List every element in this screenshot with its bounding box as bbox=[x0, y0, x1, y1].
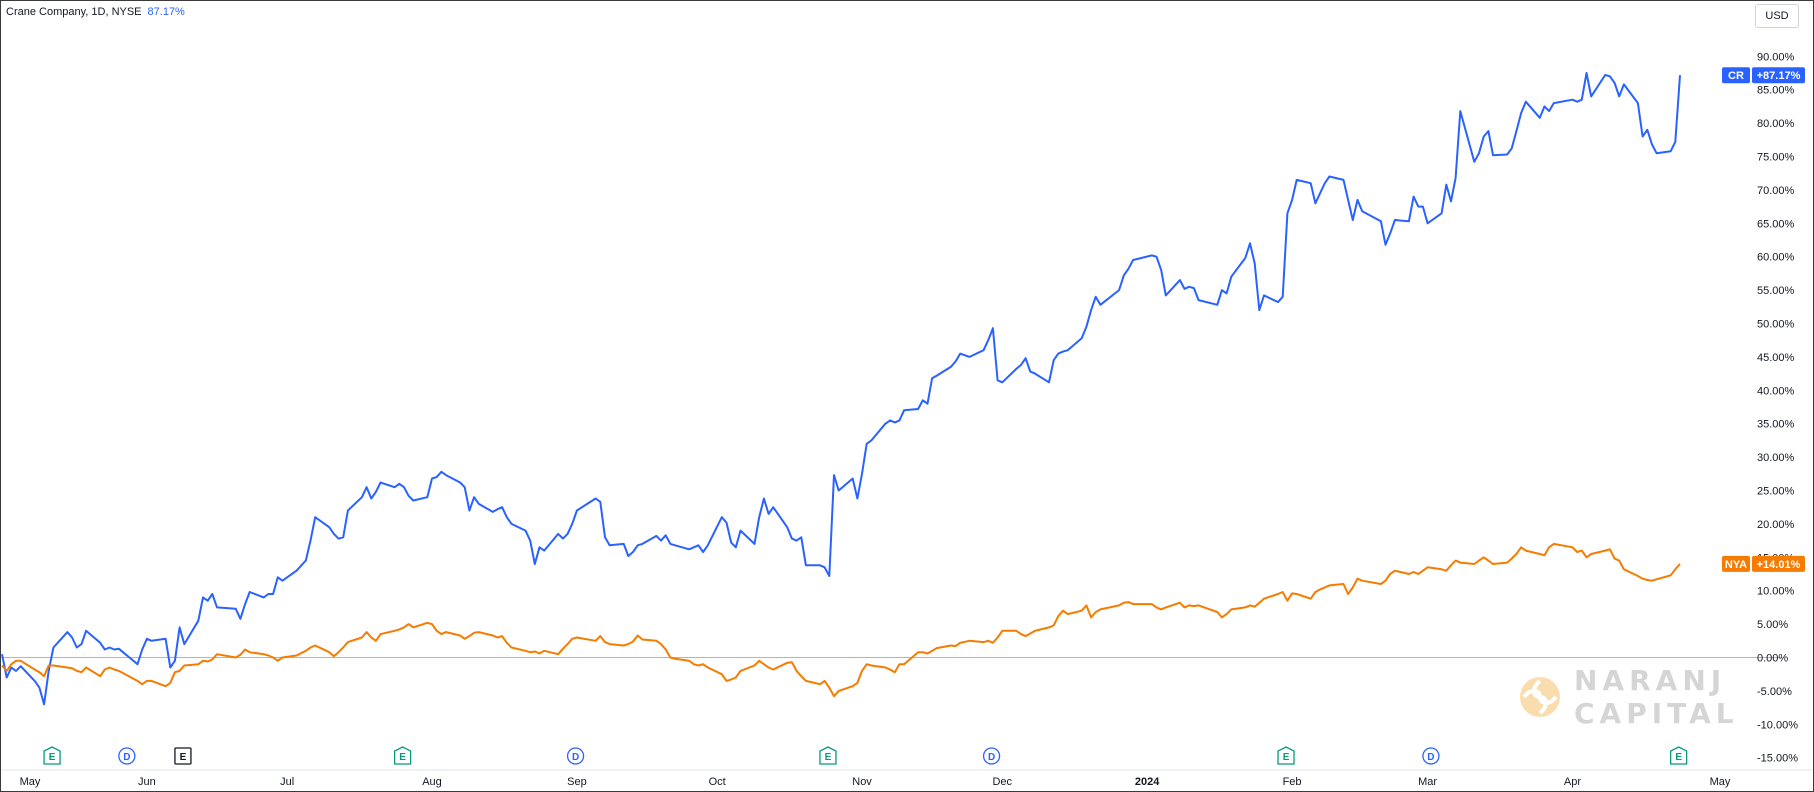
event-marker-label: E bbox=[49, 752, 56, 763]
x-tick-label: Nov bbox=[852, 776, 872, 788]
y-tick-label: 30.00% bbox=[1757, 452, 1795, 464]
event-marker-earnings[interactable]: E bbox=[1277, 746, 1295, 765]
last-value-tags: CR +87.17% NYA +14.01% bbox=[1722, 67, 1805, 572]
event-marker-label: D bbox=[988, 752, 995, 763]
event-marker-dividend[interactable]: D bbox=[1422, 747, 1440, 765]
time-scale[interactable]: May Jun Jul Aug Sep Oct Nov Dec 2024 Feb Mar Apr May bbox=[1, 769, 1812, 788]
watermark-line-1: NARANJ bbox=[1574, 664, 1727, 697]
symbol-change: 87.17% bbox=[147, 6, 185, 18]
y-tick-label: 70.00% bbox=[1757, 185, 1795, 197]
x-tick-label: Mar bbox=[1418, 776, 1437, 788]
event-marker-label: D bbox=[123, 752, 130, 763]
x-tick-label: 2024 bbox=[1135, 776, 1160, 788]
event-marker-earnings[interactable]: E bbox=[1670, 746, 1688, 765]
y-tick-label: 80.00% bbox=[1757, 118, 1795, 130]
y-tick-label: 35.00% bbox=[1757, 419, 1795, 431]
x-tick-label: Apr bbox=[1564, 776, 1581, 788]
y-tick-label: 20.00% bbox=[1757, 519, 1795, 531]
y-tick-label: 90.00% bbox=[1757, 51, 1795, 63]
y-tick-label: 60.00% bbox=[1757, 252, 1795, 264]
symbol-legend[interactable]: Crane Company, 1D, NYSE 87.17% bbox=[6, 6, 185, 18]
last-value-tag-nya: NYA +14.01% bbox=[1722, 555, 1805, 572]
price-scale[interactable]: 90.00% 85.00% 80.00% 75.00% 70.00% 65.00% 60.0… bbox=[1757, 51, 1798, 764]
x-tick-label: May bbox=[20, 776, 41, 788]
event-marker-label: E bbox=[1283, 752, 1290, 763]
series-name-tag: CR bbox=[1728, 70, 1744, 82]
y-tick-label: 65.00% bbox=[1757, 218, 1795, 230]
event-marker-label: D bbox=[572, 752, 579, 763]
last-value-tag-cr: CR +87.17% bbox=[1722, 67, 1805, 84]
series-value-tag: +87.17% bbox=[1757, 70, 1801, 82]
y-tick-label: 40.00% bbox=[1757, 385, 1795, 397]
event-marker-dividend[interactable]: D bbox=[118, 747, 136, 765]
event-marker-dividend[interactable]: D bbox=[982, 747, 1001, 765]
x-tick-label: Feb bbox=[1283, 776, 1302, 788]
event-marker-earnings-past[interactable]: E bbox=[174, 747, 192, 765]
x-tick-label: Jul bbox=[280, 776, 294, 788]
event-marker-dividend[interactable]: D bbox=[566, 747, 585, 765]
x-tick-label: Sep bbox=[567, 776, 587, 788]
event-marker-earnings[interactable]: E bbox=[819, 746, 837, 765]
series-line-nya[interactable] bbox=[1, 542, 1681, 698]
x-tick-label: Dec bbox=[992, 776, 1012, 788]
series-name-tag: NYA bbox=[1725, 559, 1747, 571]
watermark-line-2: CAPITAL bbox=[1574, 697, 1739, 730]
y-tick-label: 85.00% bbox=[1757, 85, 1795, 97]
y-tick-label: 10.00% bbox=[1757, 586, 1795, 598]
series-value-tag: +14.01% bbox=[1757, 559, 1801, 571]
watermark: NARANJ CAPITAL bbox=[1518, 664, 1739, 730]
watermark-logo-icon bbox=[1520, 677, 1560, 717]
y-tick-label: 50.00% bbox=[1757, 319, 1795, 331]
y-tick-label: -15.00% bbox=[1757, 753, 1798, 765]
y-tick-label: 0.00% bbox=[1757, 653, 1788, 665]
y-tick-label: 5.00% bbox=[1757, 619, 1788, 631]
event-marker-earnings[interactable]: E bbox=[393, 746, 412, 765]
y-tick-label: -10.00% bbox=[1757, 719, 1798, 731]
x-tick-label: May bbox=[1710, 776, 1731, 788]
symbol-info[interactable]: Crane Company, 1D, NYSE bbox=[6, 6, 142, 18]
y-tick-label: -5.00% bbox=[1757, 686, 1792, 698]
event-marker-label: E bbox=[825, 752, 832, 763]
x-tick-label: Jun bbox=[138, 776, 156, 788]
event-marker-label: E bbox=[399, 752, 406, 763]
x-tick-label: Oct bbox=[709, 776, 726, 788]
x-tick-label: Aug bbox=[422, 776, 442, 788]
event-marker-label: E bbox=[1675, 752, 1682, 763]
event-marker-label: E bbox=[180, 752, 187, 763]
currency-button[interactable]: USD bbox=[1755, 4, 1799, 28]
event-marker-label: D bbox=[1427, 752, 1434, 763]
y-tick-label: 25.00% bbox=[1757, 486, 1795, 498]
series-line-cr[interactable] bbox=[1, 72, 1681, 706]
y-tick-label: 55.00% bbox=[1757, 285, 1795, 297]
event-marker-earnings[interactable]: E bbox=[43, 746, 61, 765]
y-tick-label: 75.00% bbox=[1757, 152, 1795, 164]
y-tick-label: 45.00% bbox=[1757, 352, 1795, 364]
series-layer bbox=[1, 72, 1681, 706]
